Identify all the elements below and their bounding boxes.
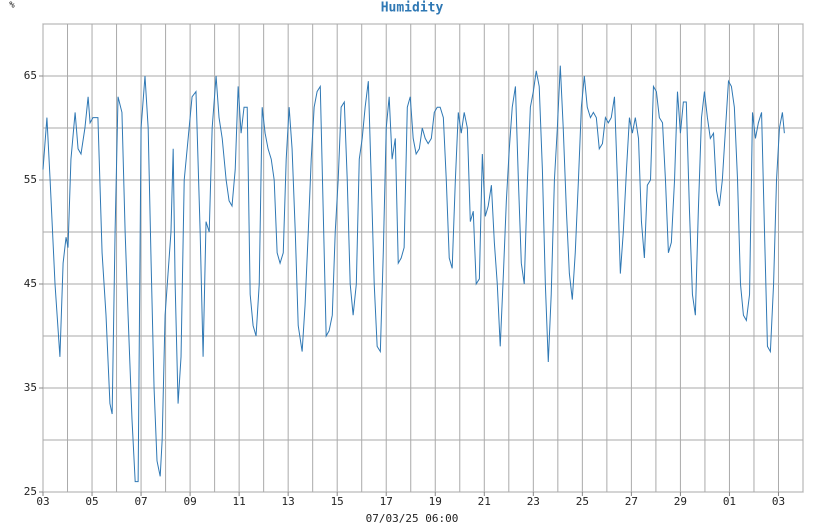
x-tick-label: 13 [282, 495, 295, 508]
x-tick-label: 09 [183, 495, 196, 508]
x-tick-label: 01 [723, 495, 736, 508]
chart-title: Humidity [381, 1, 444, 16]
y-tick-label: 55 [24, 173, 37, 186]
x-tick-label: 15 [331, 495, 344, 508]
x-tick-label: 29 [674, 495, 687, 508]
x-axis-label: 07/03/25 06:00 [366, 512, 459, 525]
y-tick-label: 35 [24, 381, 37, 394]
data-line [42, 65, 785, 483]
y-axis-label: % [9, 1, 15, 11]
x-tick-label: 25 [576, 495, 589, 508]
x-tick-label: 07 [134, 495, 147, 508]
x-tick-label: 27 [625, 495, 638, 508]
x-tick-label: 21 [478, 495, 491, 508]
x-tick-label: 03 [772, 495, 785, 508]
plot-area [42, 23, 804, 493]
x-tick-label: 11 [233, 495, 246, 508]
y-tick-label: 45 [24, 277, 37, 290]
x-tick-label: 23 [527, 495, 540, 508]
x-tick-label: 17 [380, 495, 393, 508]
x-tick-label: 19 [429, 495, 442, 508]
y-tick-label: 25 [24, 485, 37, 498]
y-tick-label: 65 [24, 69, 37, 82]
x-tick-label: 05 [85, 495, 98, 508]
x-tick-label: 03 [36, 495, 49, 508]
